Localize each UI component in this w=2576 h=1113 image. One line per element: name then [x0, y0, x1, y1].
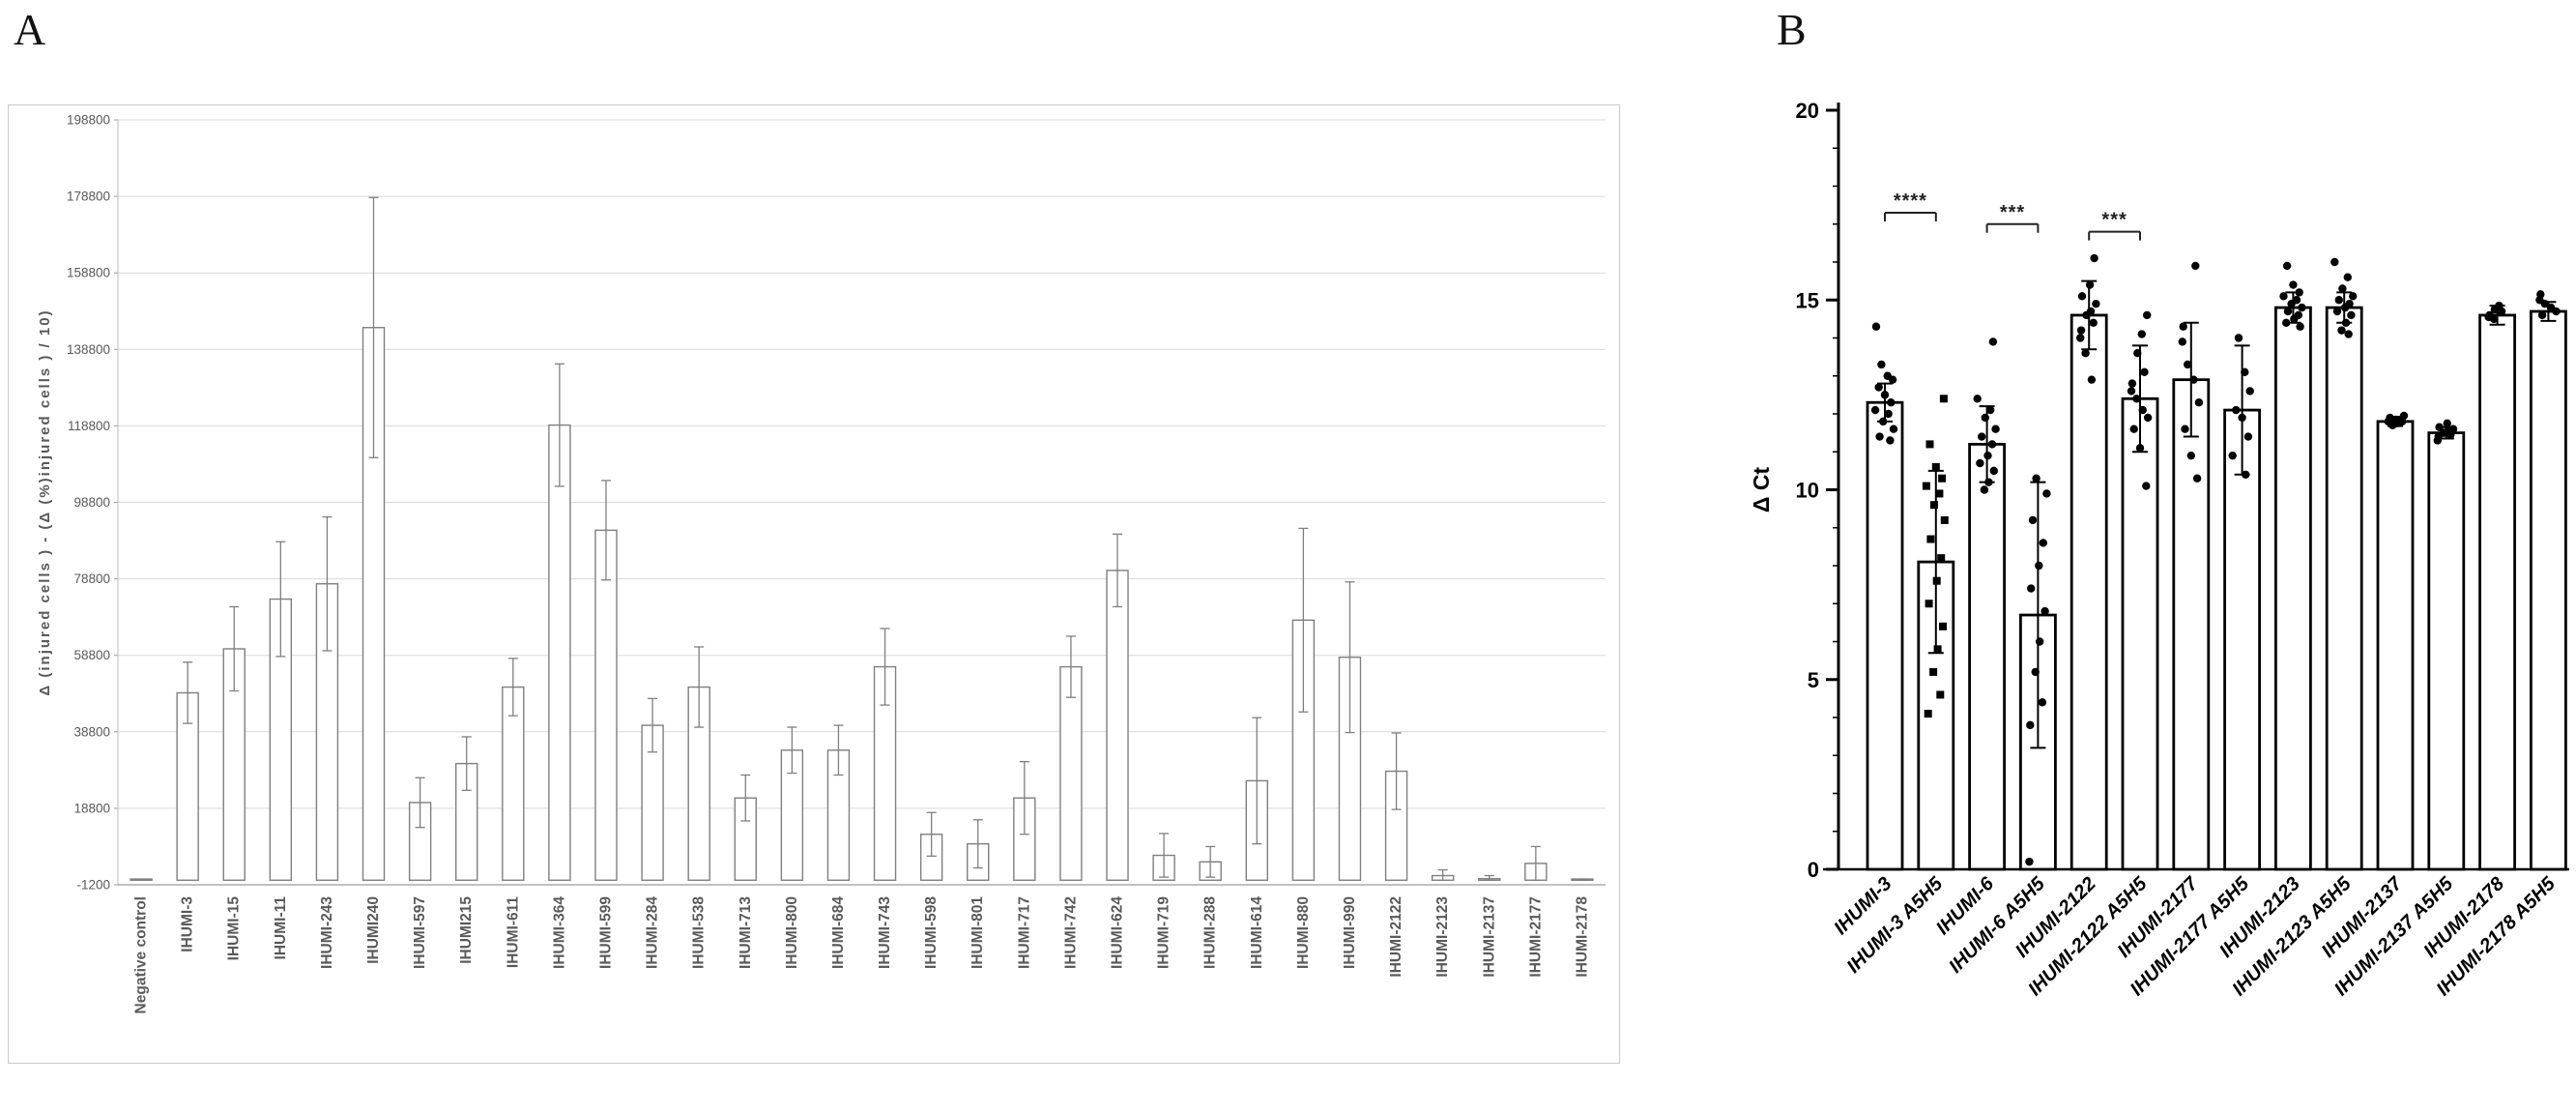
svg-text:198800: 198800	[67, 113, 110, 128]
panel-a-chart-frame: -1200 18800 38800 58800 78800 98800 118800 1388…	[8, 104, 1620, 1064]
svg-text:IHUMI-288: IHUMI-288	[1202, 896, 1219, 969]
svg-text:IHUMI-611: IHUMI-611	[505, 896, 521, 968]
svg-text:IHUMI-15: IHUMI-15	[226, 896, 243, 961]
svg-text:IHUMI-742: IHUMI-742	[1062, 896, 1079, 969]
svg-text:IHUMI-801: IHUMI-801	[970, 896, 986, 969]
svg-text:IHUMI-713: IHUMI-713	[738, 896, 754, 969]
svg-text:IHUMI-284: IHUMI-284	[645, 896, 661, 969]
svg-text:18800: 18800	[73, 801, 110, 815]
svg-text:IHUMI-3: IHUMI-3	[180, 896, 196, 952]
svg-text:98800: 98800	[73, 495, 110, 510]
svg-text:20: 20	[1796, 99, 1819, 123]
svg-text:Δ Ct: Δ Ct	[1749, 467, 1774, 513]
panel-a-bar-chart: -1200 18800 38800 58800 78800 98800 118800 1388…	[37, 113, 1606, 1013]
svg-text:5: 5	[1808, 668, 1819, 692]
svg-text:***: ***	[2101, 210, 2127, 231]
svg-text:IHUMI-800: IHUMI-800	[784, 896, 800, 969]
svg-text:IHUMI-624: IHUMI-624	[1110, 896, 1126, 969]
svg-text:0: 0	[1808, 858, 1819, 882]
svg-text:IHUMI-614: IHUMI-614	[1249, 896, 1265, 969]
svg-text:IHUMI240: IHUMI240	[365, 896, 382, 964]
svg-text:IHUMI-364: IHUMI-364	[551, 896, 567, 969]
svg-text:IHUMI-990: IHUMI-990	[1342, 896, 1358, 969]
svg-text:IHUMI-719: IHUMI-719	[1156, 896, 1172, 969]
svg-text:IHUMI-2178: IHUMI-2178	[1574, 896, 1590, 978]
svg-text:IHUMI-11: IHUMI-11	[273, 896, 289, 960]
svg-text:IHUMI-599: IHUMI-599	[597, 896, 614, 969]
svg-text:***: ***	[2000, 202, 2025, 223]
svg-text:IHUMI-2177: IHUMI-2177	[1527, 896, 1544, 978]
svg-text:-1200: -1200	[76, 878, 110, 893]
svg-text:138800: 138800	[67, 342, 110, 357]
svg-text:IHUMI-597: IHUMI-597	[412, 896, 428, 969]
svg-text:Δ (injured cells ) - (Δ (%)inj: Δ (injured cells ) - (Δ (%)injured cells…	[37, 308, 53, 695]
svg-text:118800: 118800	[68, 419, 110, 433]
svg-text:IHUMI-880: IHUMI-880	[1295, 896, 1312, 969]
svg-text:IHUMI-243: IHUMI-243	[319, 896, 335, 969]
svg-text:IHUMI-538: IHUMI-538	[691, 896, 708, 969]
svg-text:10: 10	[1796, 479, 1819, 503]
svg-text:IHUMI-2123: IHUMI-2123	[1434, 896, 1451, 978]
svg-text:IHUMI-2137: IHUMI-2137	[1481, 896, 1497, 978]
svg-text:178800: 178800	[67, 190, 110, 204]
svg-text:Negative control: Negative control	[133, 896, 150, 1013]
svg-text:58800: 58800	[73, 648, 110, 662]
panel-b-label: B	[1777, 5, 1807, 54]
svg-text:****: ****	[1894, 190, 1927, 212]
svg-text:15: 15	[1796, 288, 1819, 312]
svg-text:IHUMI-717: IHUMI-717	[1016, 896, 1032, 969]
svg-text:IHUMI-598: IHUMI-598	[923, 896, 940, 969]
panel-a-label: A	[14, 5, 46, 54]
svg-text:38800: 38800	[73, 724, 110, 739]
svg-text:IHUMI-2122: IHUMI-2122	[1388, 896, 1404, 978]
svg-text:78800: 78800	[73, 571, 110, 586]
svg-text:IHUMI-743: IHUMI-743	[877, 896, 893, 969]
svg-text:IHUMI215: IHUMI215	[458, 896, 475, 964]
svg-text:158800: 158800	[67, 266, 110, 280]
svg-text:IHUMI-684: IHUMI-684	[830, 896, 847, 969]
